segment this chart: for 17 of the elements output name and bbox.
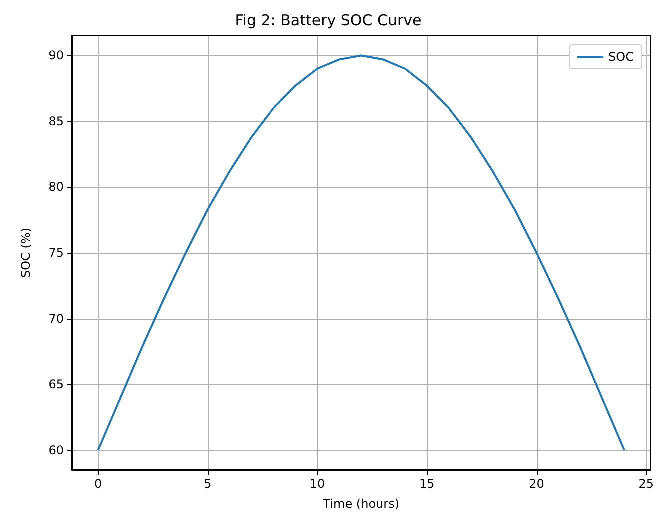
x-tick-label: 25 — [638, 477, 654, 491]
x-tick-label: 0 — [94, 477, 102, 491]
x-tick-label: 10 — [310, 477, 326, 491]
y-axis-title: SOC (%) — [19, 228, 33, 278]
y-tick-label: 65 — [48, 378, 64, 392]
y-tick-label: 70 — [48, 312, 64, 326]
y-tick-label: 85 — [48, 114, 64, 128]
x-tick-label: 15 — [420, 477, 435, 491]
y-tick-label: 60 — [48, 443, 64, 458]
y-tick-label: 80 — [48, 180, 64, 194]
legend-label: SOC — [608, 50, 634, 64]
y-tick-label: 90 — [48, 48, 64, 63]
x-axis-title: Time (hours) — [322, 497, 400, 511]
y-tick-label: 75 — [48, 246, 64, 260]
x-tick-label: 5 — [204, 477, 212, 491]
chart-title: Fig 2: Battery SOC Curve — [235, 12, 422, 30]
x-tick-label: 20 — [529, 477, 544, 491]
